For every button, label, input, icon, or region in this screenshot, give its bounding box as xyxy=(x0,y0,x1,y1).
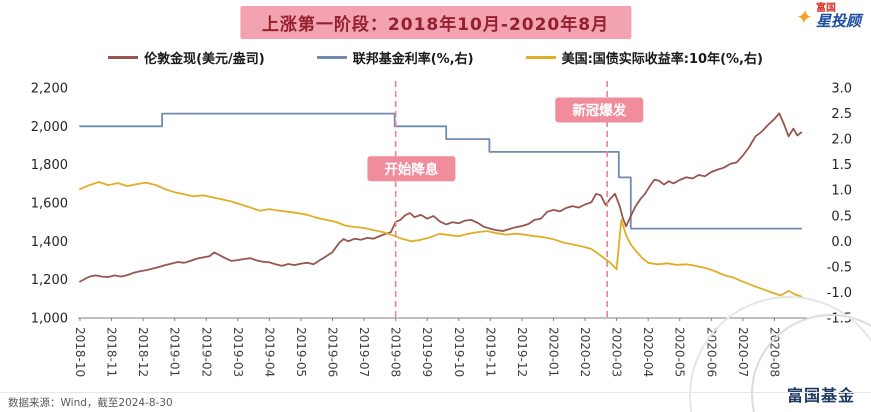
legend-item-gold-price: 伦敦金现(美元/盎司) xyxy=(108,48,265,67)
svg-text:2019-12: 2019-12 xyxy=(515,327,529,377)
brand-name: 富国 xyxy=(815,3,836,14)
svg-text:2018-10: 2018-10 xyxy=(73,327,87,377)
svg-text:2020-05: 2020-05 xyxy=(673,327,687,377)
svg-text:新冠爆发: 新冠爆发 xyxy=(572,102,626,119)
svg-text:2020-04: 2020-04 xyxy=(641,327,655,377)
chart-legend: 伦敦金现(美元/盎司) 联邦基金利率(%,右) 美国:国债实际收益率:10年(%… xyxy=(0,48,871,67)
svg-text:1.0: 1.0 xyxy=(831,184,852,199)
svg-text:2.0: 2.0 xyxy=(831,133,852,148)
svg-text:开始降息: 开始降息 xyxy=(384,161,438,178)
brand-text: 富国 星投顾 xyxy=(816,4,861,29)
svg-text:0.0: 0.0 xyxy=(831,235,852,250)
fed-funds-line-swatch xyxy=(316,56,347,59)
price-rate-line-chart: 1,0001,2001,4001,6001,8002,0002,200-1.5-… xyxy=(31,81,852,377)
svg-text:0.5: 0.5 xyxy=(831,209,852,224)
svg-text:2020-01: 2020-01 xyxy=(546,327,560,377)
svg-text:-0.5: -0.5 xyxy=(827,260,852,275)
svg-text:2019-01: 2019-01 xyxy=(168,327,182,377)
fund-watermark: 富国基金 xyxy=(786,386,855,405)
svg-text:2019-05: 2019-05 xyxy=(294,327,308,377)
svg-text:2019-09: 2019-09 xyxy=(420,327,434,377)
product-name: 星投顾 xyxy=(815,12,861,30)
star-icon: ✦ xyxy=(794,4,815,29)
stage-title-banner: 上涨第一阶段：2018年10月-2020年8月 xyxy=(239,6,632,39)
svg-text:-1.0: -1.0 xyxy=(827,286,852,301)
svg-text:2,000: 2,000 xyxy=(31,120,68,135)
legend-item-fed-funds-rate: 联邦基金利率(%,右) xyxy=(316,48,474,67)
legend-item-real-yield: 美国:国债实际收益率:10年(%,右) xyxy=(525,48,763,67)
legend-label: 美国:国债实际收益率:10年(%,右) xyxy=(561,52,763,67)
footer-bar: 数据来源：Wind，截至2024-8-30 xyxy=(0,392,871,412)
legend-label: 联邦基金利率(%,右) xyxy=(352,52,474,67)
svg-text:2020-03: 2020-03 xyxy=(610,327,624,377)
svg-text:2019-07: 2019-07 xyxy=(357,327,371,377)
svg-text:2019-08: 2019-08 xyxy=(389,327,403,377)
svg-text:2019-02: 2019-02 xyxy=(199,327,213,377)
chart-plot-area: 1,000 1,200 1,400 1,600 1,800 2,000 2,200 -1.5-… xyxy=(0,76,871,392)
legend-label: 伦敦金现(美元/盎司) xyxy=(144,52,265,67)
svg-text:3.0: 3.0 xyxy=(831,82,852,97)
svg-text:1,000: 1,000 xyxy=(31,312,68,327)
svg-text:2019-11: 2019-11 xyxy=(483,327,497,377)
svg-text:1,200: 1,200 xyxy=(31,273,68,288)
svg-text:1,800: 1,800 xyxy=(31,158,68,173)
svg-text:1,600: 1,600 xyxy=(31,197,68,212)
svg-text:2019-04: 2019-04 xyxy=(262,327,276,377)
svg-text:1,400: 1,400 xyxy=(31,235,68,250)
svg-text:2019-03: 2019-03 xyxy=(231,327,245,377)
svg-text:2.5: 2.5 xyxy=(831,107,852,122)
data-source-note: 数据来源：Wind，截至2024-8-30 xyxy=(8,397,173,409)
svg-text:2018-12: 2018-12 xyxy=(136,327,150,377)
svg-text:2019-10: 2019-10 xyxy=(452,327,466,377)
real-yield-line-swatch xyxy=(525,56,556,59)
svg-text:1.5: 1.5 xyxy=(831,158,852,173)
brand-logo: ✦ 富国 星投顾 xyxy=(794,4,861,29)
svg-text:2,200: 2,200 xyxy=(31,82,68,97)
svg-text:2018-11: 2018-11 xyxy=(105,327,119,377)
svg-text:2020-02: 2020-02 xyxy=(578,327,592,377)
svg-text:2019-06: 2019-06 xyxy=(326,327,340,377)
gold-price-line-swatch xyxy=(108,56,139,59)
